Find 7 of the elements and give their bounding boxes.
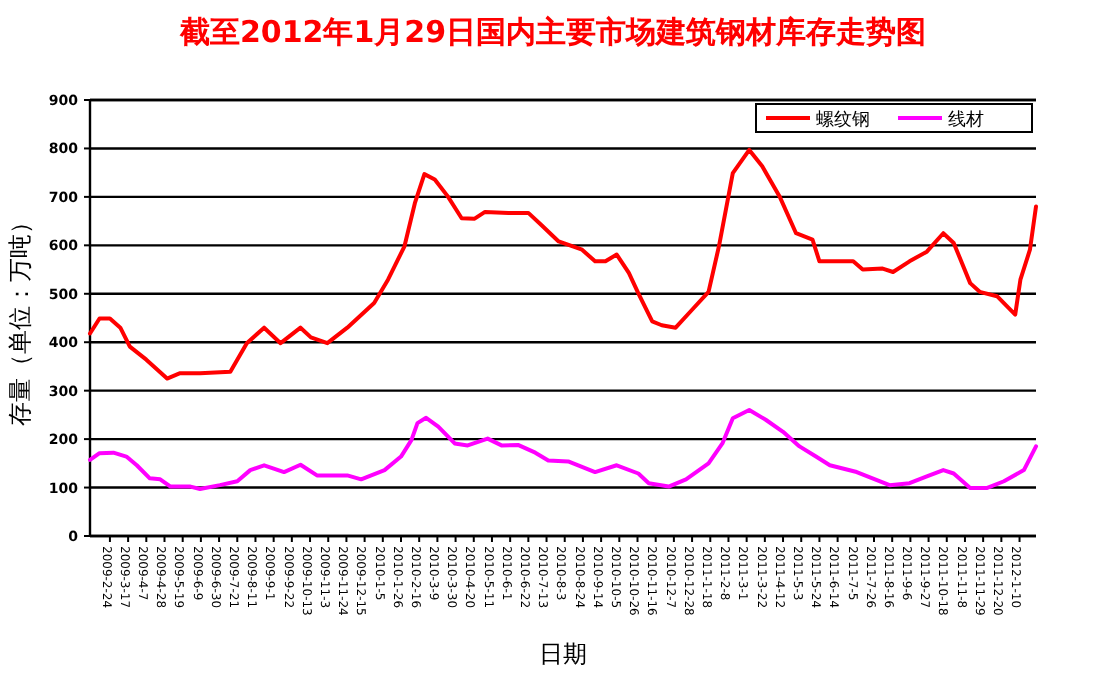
line-series xyxy=(88,408,1038,491)
y-axis-title: 存量（单位：万吨） xyxy=(6,210,34,426)
x-axis-title: 日期 xyxy=(539,640,587,668)
line-series xyxy=(88,147,1038,381)
legend-label: 线材 xyxy=(948,109,984,131)
legend-label: 螺纹钢 xyxy=(816,109,870,131)
chart-title: 截至2012年1月29日国内主要市场建筑钢材库存走势图 xyxy=(177,14,927,50)
